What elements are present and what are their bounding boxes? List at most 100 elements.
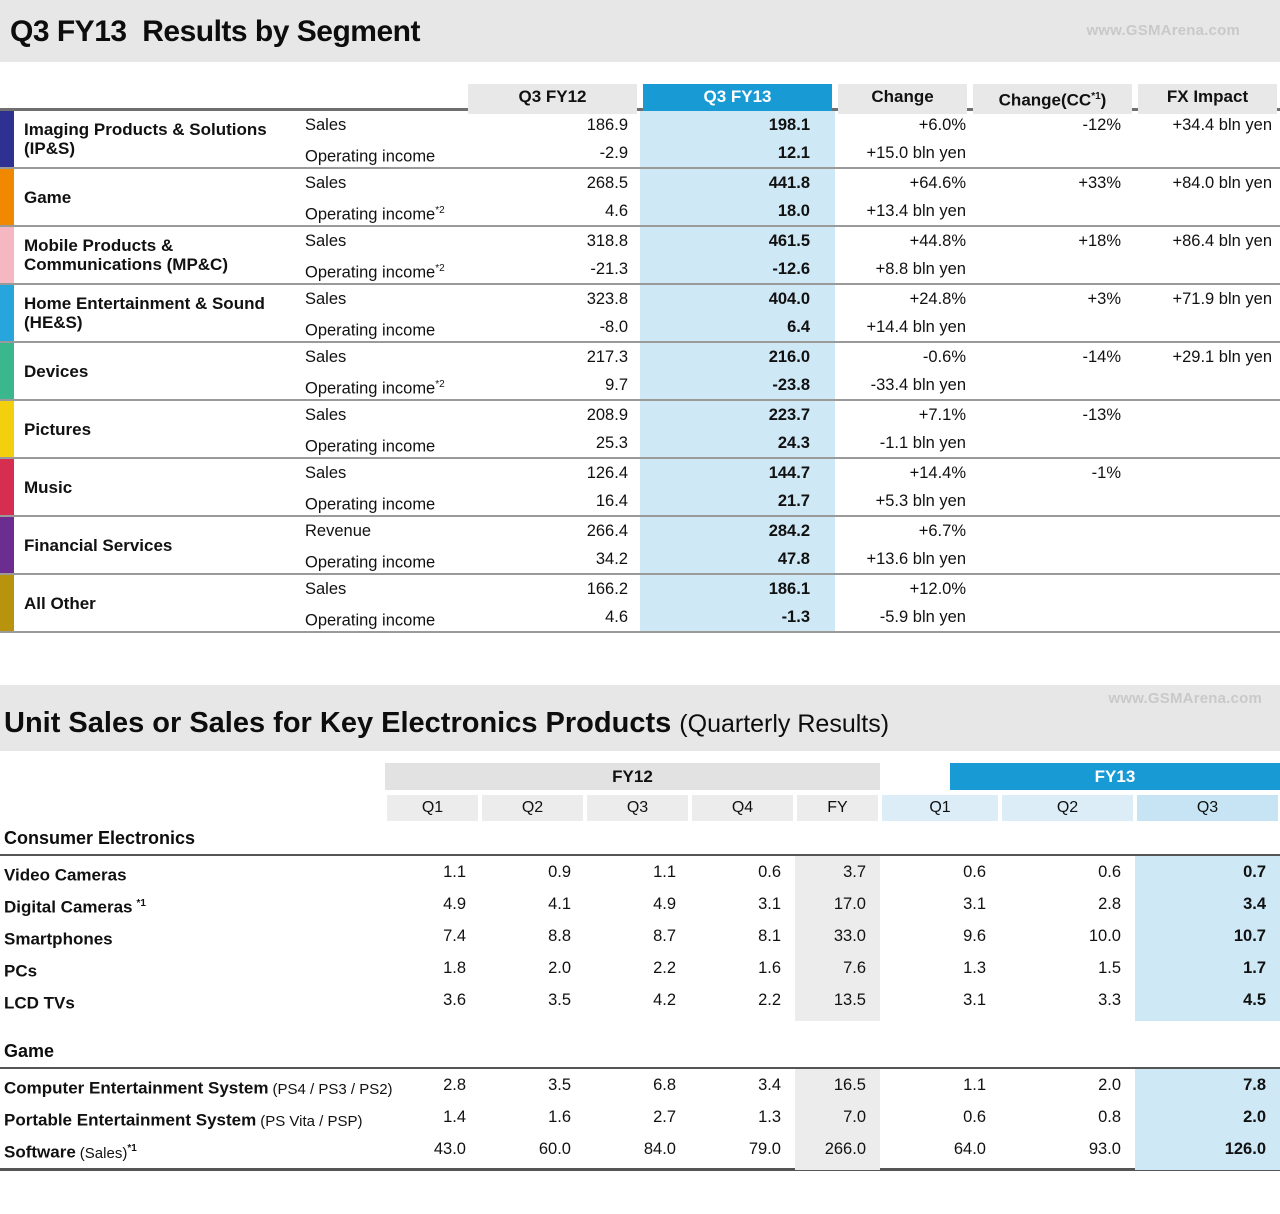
product-label: PCs (4, 961, 38, 981)
value-fy12-q4: 3.4 (758, 1076, 781, 1094)
value-fy12-q2: 4.1 (548, 895, 571, 913)
metric-label: Operating income (305, 321, 436, 340)
value-fy13-q3: 7.8 (1135, 1069, 1280, 1106)
value-fy12-q1: 2.8 (443, 1076, 466, 1094)
table-row: All Other Sales 166.2 186.1 +12.0% Opera… (0, 575, 1280, 633)
metric-label: Operating income (305, 611, 436, 630)
change-value: +5.3 bln yen (875, 492, 966, 510)
table-row: Mobile Products & Communications (MP&C) … (0, 227, 1280, 285)
segment-color-bar (0, 459, 14, 515)
fx-impact-value: +34.4 bln yen (1172, 116, 1272, 134)
q3fy13-value: 47.8 (640, 545, 835, 573)
q3fy13-value: 144.7 (640, 459, 835, 487)
metric-label: Revenue (305, 522, 372, 540)
table-row: Financial Services Revenue 266.4 284.2 +… (0, 517, 1280, 575)
change-cc-value: +18% (1078, 232, 1121, 250)
metric-label: Operating income (305, 495, 436, 514)
value-fy12-q1: 7.4 (443, 927, 466, 945)
q3fy13-value: 198.1 (640, 111, 835, 139)
value-fy12-fy: 266.0 (795, 1133, 880, 1170)
product-label: Software (Sales)*1 (4, 1142, 137, 1162)
value-fy12-fy: 17.0 (795, 888, 880, 925)
value-fy12-fy: 33.0 (795, 920, 880, 957)
subheader-fy13-q2: Q2 (1002, 795, 1133, 821)
table-row: Computer Entertainment System (PS4 / PS3 … (0, 1069, 1280, 1106)
q3fy12-value: -8.0 (599, 318, 628, 336)
unit-sales-title: Unit Sales or Sales for Key Electronics … (4, 707, 890, 739)
change-cc-value: +3% (1087, 290, 1121, 308)
table-row: Smartphones 7.4 8.8 8.7 8.1 33.0 9.6 10.… (0, 920, 1280, 957)
fiscal-year-bands: FY12 FY13 (0, 763, 1280, 790)
segment-name: Devices (24, 361, 89, 381)
table-row: Video Cameras 1.1 0.9 1.1 0.6 3.7 0.6 0.… (0, 856, 1280, 893)
q3fy12-value: 318.8 (586, 232, 628, 250)
change-value: +7.1% (918, 406, 966, 424)
product-label: Video Cameras (4, 865, 127, 885)
change-cc-value: -1% (1091, 464, 1121, 482)
value-fy12-q3: 1.1 (653, 863, 676, 881)
q3fy13-value: 12.1 (640, 139, 835, 167)
q3fy13-value: 223.7 (640, 401, 835, 429)
table-row: Music Sales 126.4 144.7 +14.4% -1% Opera… (0, 459, 1280, 517)
value-fy13-q3: 126.0 (1135, 1133, 1280, 1170)
change-value: +14.4 bln yen (866, 318, 966, 336)
header-change-cc: Change(CC*1) (973, 84, 1132, 114)
value-fy12-q4: 1.3 (758, 1108, 781, 1126)
segment-name: All Other (24, 593, 96, 613)
table-row: Devices Sales 217.3 216.0 -0.6% -14% +29… (0, 343, 1280, 401)
table-row: Portable Entertainment System (PS Vita / … (0, 1101, 1280, 1138)
q3fy12-value: 217.3 (586, 348, 628, 366)
value-fy13-q2: 2.8 (1098, 895, 1121, 913)
value-fy12-q1: 1.1 (443, 863, 466, 881)
change-value: -1.1 bln yen (879, 434, 966, 452)
metric-label: Sales (305, 174, 347, 192)
product-label: Portable Entertainment System (PS Vita / … (4, 1110, 363, 1130)
segment-table-header: Q3 FY12 Q3 FY13 Change Change(CC*1) FX I… (0, 84, 1280, 114)
change-value: +13.4 bln yen (866, 202, 966, 220)
value-fy12-q3: 84.0 (643, 1140, 676, 1158)
value-fy13-q2: 2.0 (1098, 1076, 1121, 1094)
value-fy13-q1: 9.6 (963, 927, 986, 945)
header-q3fy12: Q3 FY12 (468, 84, 637, 114)
fx-impact-value (1135, 459, 1280, 487)
value-fy13-q2: 93.0 (1088, 1140, 1121, 1158)
table-row: PCs 1.8 2.0 2.2 1.6 7.6 1.3 1.5 1.7 (0, 952, 1280, 989)
value-fy13-q2: 1.5 (1098, 959, 1121, 977)
value-fy12-q2: 2.0 (548, 959, 571, 977)
table-row: Game Sales 268.5 441.8 +64.6% +33% +84.0… (0, 169, 1280, 227)
value-fy13-q1: 0.6 (963, 863, 986, 881)
segment-slide-title-band: Q3 FY13 Results by Segment www.GSMArena.… (0, 0, 1280, 62)
q3fy13-value: 24.3 (640, 429, 835, 457)
value-fy13-q3: 4.5 (1135, 984, 1280, 1021)
value-fy13-q1: 3.1 (963, 895, 986, 913)
fy12-band: FY12 (385, 763, 880, 790)
change-value: +24.8% (909, 290, 966, 308)
value-fy12-q4: 8.1 (758, 927, 781, 945)
unit-sales-table: FY12 FY13 Q1 Q2 Q3 Q4 FY Q1 Q2 Q3 Consum… (0, 763, 1280, 1171)
segment-color-bar (0, 517, 14, 573)
q3fy13-value: 441.8 (640, 169, 835, 197)
q3fy12-value: 268.5 (586, 174, 628, 192)
metric-label: Operating income (305, 437, 436, 456)
change-value: -5.9 bln yen (879, 608, 966, 626)
metric-label: Operating income*2 (305, 263, 445, 282)
watermark: www.GSMArena.com (1086, 22, 1240, 39)
q3fy13-value: -12.6 (640, 255, 835, 283)
value-fy12-q1: 4.9 (443, 895, 466, 913)
q3fy12-value: 323.8 (586, 290, 628, 308)
metric-label: Sales (305, 116, 347, 134)
fx-impact-value: +86.4 bln yen (1172, 232, 1272, 250)
q3fy12-value: -2.9 (599, 144, 628, 162)
product-label: Digital Cameras *1 (4, 897, 146, 917)
metric-label: Sales (305, 290, 347, 308)
fx-impact-value: +29.1 bln yen (1172, 348, 1272, 366)
segment-name: Mobile Products & Communications (MP&C) (24, 236, 228, 274)
watermark: www.GSMArena.com (1108, 690, 1262, 707)
q3fy13-value: 186.1 (640, 575, 835, 603)
q3fy12-value: 25.3 (595, 434, 628, 452)
change-value: +6.7% (918, 522, 966, 540)
segment-color-bar (0, 401, 14, 457)
metric-label: Sales (305, 232, 347, 250)
q3fy12-value: 16.4 (595, 492, 628, 510)
unit-sales-title-band: Unit Sales or Sales for Key Electronics … (0, 685, 1280, 751)
